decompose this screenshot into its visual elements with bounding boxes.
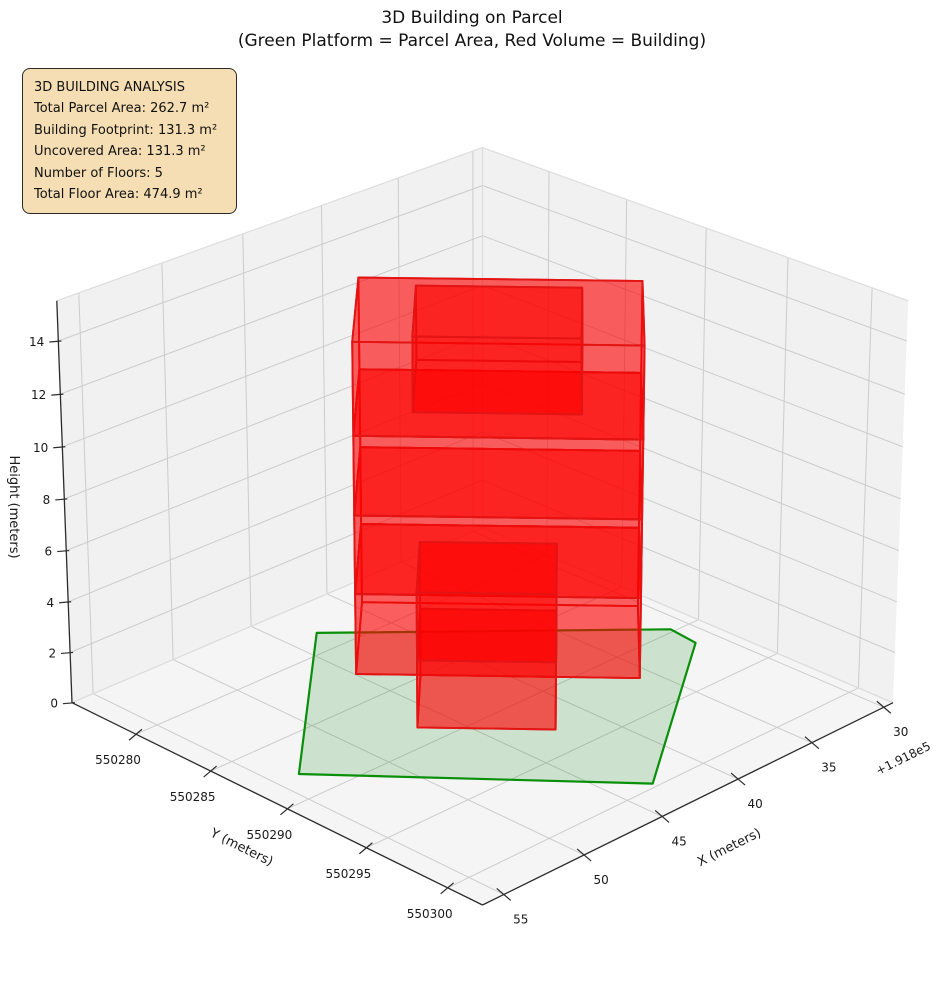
main-floor-2 (353, 446, 644, 600)
z-tick-4-mark (59, 601, 72, 604)
front-annex-floor-1-front-face (416, 659, 558, 731)
top-floor-5 (411, 284, 584, 416)
chart-title-block: 3D Building on Parcel (Green Platform = … (0, 7, 944, 53)
z-tick-4-label: 4 (47, 596, 55, 610)
main-floor-3-front-face (352, 434, 645, 521)
x-tick-30-mark (876, 700, 892, 714)
building-analysis-box: 3D BUILDING ANALYSIS Total Parcel Area: … (22, 68, 237, 215)
x-tick-35-label: 35 (821, 761, 836, 775)
x-tick-50-mark (576, 848, 592, 862)
x-tick-40-mark (730, 772, 746, 786)
z-axis-label: Height (meters) (6, 455, 21, 558)
building (351, 276, 646, 731)
z-tick-12-label: 12 (31, 388, 46, 402)
z-tick-8-mark (55, 498, 68, 501)
front-annex-floor-2-front-face (415, 591, 558, 664)
y-tick-550290-label: 550290 (246, 828, 292, 842)
front-annex-floor-1 (416, 607, 558, 731)
z-tick-12-mark (51, 393, 64, 396)
z-tick-10-label: 10 (33, 441, 48, 455)
top-floor-5-front-face (411, 335, 584, 416)
front-annex-floor-2 (415, 540, 558, 664)
x-axis-label: X (meters) (695, 826, 763, 870)
info-line-uncovered: Uncovered Area: 131.3 m² (34, 144, 206, 160)
chart-title: 3D Building on Parcel (381, 8, 563, 28)
y-tick-550295-label: 550295 (325, 867, 371, 881)
z-tick-6-label: 6 (45, 545, 53, 559)
z-tick-0-mark (62, 702, 76, 705)
x-tick-50-label: 50 (593, 873, 608, 887)
y-tick-550280-label: 550280 (95, 753, 141, 767)
main-floor-4-top-face (351, 276, 646, 347)
z-tick-2-label: 2 (48, 647, 56, 661)
x-tick-35-mark (804, 736, 820, 750)
x-tick-45-mark (654, 809, 670, 823)
y-tick-550285-mark (203, 765, 218, 778)
left-wall-pane (56, 147, 483, 703)
info-line-floors: Number of Floors: 5 (34, 165, 163, 181)
y-tick-550290-mark (280, 803, 294, 816)
x-tick-30-label: 30 (893, 725, 908, 739)
parcel-platform (297, 628, 697, 785)
z-tick-10-mark (53, 446, 66, 449)
x-axis-offset-text: +1.918e5 (873, 739, 932, 778)
z-axis-line (56, 300, 73, 703)
floor-pane (72, 527, 893, 905)
y-tick-550295-mark (359, 842, 373, 855)
y-tick-550300-mark (440, 882, 455, 895)
right-wall-pane (482, 147, 909, 703)
z-tick-14-mark (49, 340, 62, 343)
main-floor-4 (351, 276, 646, 441)
grid-lines (58, 150, 907, 895)
z-tick-2-mark (61, 651, 74, 655)
y-tick-550300-label: 550300 (407, 907, 453, 921)
x-tick-45-label: 45 (671, 835, 686, 849)
y-axis-line (71, 702, 483, 906)
z-tick-14-label: 14 (29, 335, 44, 349)
axis-spines (56, 300, 894, 906)
axes-panes (56, 147, 909, 905)
chart-subtitle: (Green Platform = Parcel Area, Red Volum… (237, 31, 707, 51)
info-line-parcel-area: Total Parcel Area: 262.7 m² (34, 101, 210, 117)
z-tick-6-mark (57, 549, 70, 553)
front-annex-floor-2-top-face (415, 540, 558, 596)
x-tick-40-label: 40 (747, 797, 762, 811)
info-line-floor-area: Total Floor Area: 474.9 m² (34, 187, 203, 203)
x-tick-55-label: 55 (513, 913, 528, 927)
top-floor-5-top-face (411, 284, 584, 340)
y-tick-550280-mark (128, 728, 143, 741)
y-tick-550285-label: 550285 (170, 790, 216, 804)
info-line-heading: 3D BUILDING ANALYSIS (34, 80, 186, 95)
x-tick-55-mark (496, 888, 512, 901)
info-line-footprint: Building Footprint: 131.3 m² (34, 122, 218, 138)
z-tick-0-label: 0 (50, 697, 58, 711)
z-tick-8-label: 8 (43, 493, 51, 507)
x-axis-line (482, 702, 894, 906)
